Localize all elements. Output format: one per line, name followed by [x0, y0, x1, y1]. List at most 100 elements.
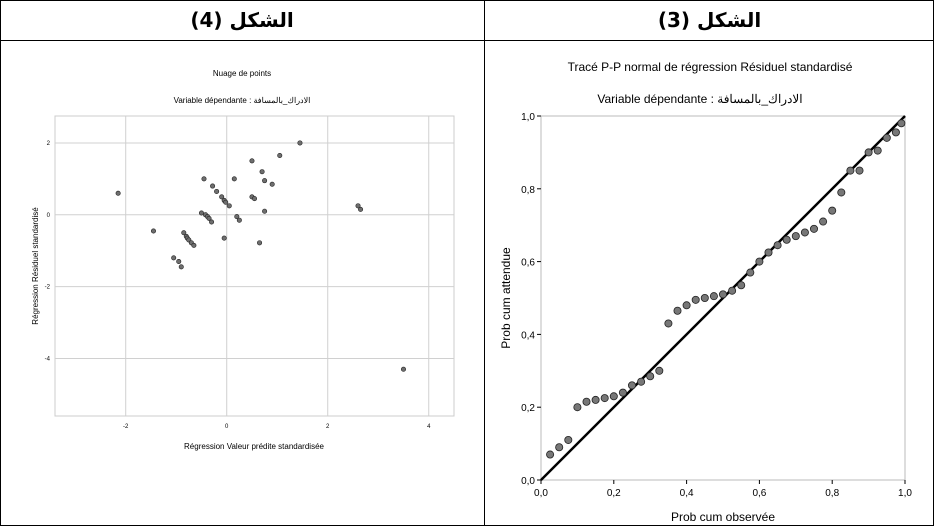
scatter-y-tick-label: 0 — [47, 213, 51, 219]
pp-point — [882, 133, 891, 142]
scatter-point — [214, 188, 220, 194]
scatter-point — [209, 219, 215, 225]
pp-y-tick-label: 0,4 — [521, 330, 535, 341]
scatter-point — [171, 255, 177, 261]
scatter-y-tick-label: -4 — [45, 357, 51, 363]
scatter-x-tick-label: 2 — [326, 424, 330, 430]
pp-plot-chart: Tracé P-P normal de régression Résiduel … — [499, 60, 912, 524]
pp-point — [564, 435, 573, 444]
scatter-point — [231, 176, 237, 182]
pp-point — [673, 306, 682, 315]
pp-y-tick-label: 1,0 — [521, 112, 535, 123]
pp-y-tick-label: 0,6 — [521, 258, 535, 269]
pp-point — [809, 224, 818, 233]
pp-point — [573, 403, 582, 412]
pp-point — [864, 148, 873, 157]
scatter-point — [178, 264, 184, 270]
pp-point — [828, 206, 837, 215]
pp-point — [664, 319, 673, 328]
scatter-point — [236, 217, 242, 223]
scatter-y-tick-label: 2 — [47, 141, 51, 147]
scatter-point — [269, 181, 275, 187]
pp-point — [637, 377, 646, 386]
scatter-x-tick-label: 4 — [427, 424, 431, 430]
scatter-point — [115, 190, 121, 196]
pp-subtitle: Variable dépendante : الادراك_بالمسافة — [597, 92, 802, 106]
scatter-point — [400, 366, 406, 372]
pp-point — [855, 166, 864, 175]
scatter-point — [358, 206, 364, 212]
scatter-point — [355, 203, 361, 209]
pp-x-tick-label: 0,8 — [825, 488, 839, 499]
right-figure-caption: الشكل (3) — [657, 8, 762, 32]
pp-y-axis-label: Prob cum attendue — [499, 247, 513, 349]
pp-point — [873, 146, 882, 155]
pp-point — [682, 301, 691, 310]
pp-x-tick-label: 0,0 — [534, 488, 548, 499]
pp-point — [646, 372, 655, 381]
pp-point — [718, 290, 727, 299]
scatter-chart: Nuage de points Variable dépendante : ال… — [31, 69, 455, 451]
pp-point — [582, 397, 591, 406]
scatter-point — [176, 259, 182, 265]
scatter-point — [252, 196, 258, 202]
scatter-point — [223, 199, 229, 205]
scatter-point — [234, 214, 240, 220]
scatter-point — [262, 178, 268, 184]
scatter-point — [210, 183, 216, 189]
pp-point — [764, 248, 773, 257]
scatter-point — [226, 203, 232, 209]
scatter-point — [191, 242, 197, 248]
scatter-plot-area — [54, 115, 455, 417]
scatter-point — [201, 176, 207, 182]
scatter-title: Nuage de points — [213, 69, 271, 78]
pp-y-tick-label: 0,2 — [521, 403, 535, 414]
scatter-point — [277, 153, 283, 159]
pp-point — [891, 128, 900, 137]
scatter-point — [181, 230, 187, 236]
pp-x-tick-label: 0,2 — [607, 488, 621, 499]
scatter-x-tick-label: 0 — [225, 424, 229, 430]
pp-point — [609, 392, 618, 401]
pp-y-tick-label: 0,0 — [521, 476, 535, 487]
scatter-point — [259, 169, 265, 175]
scatter-point — [219, 194, 225, 200]
scatter-y-tick-label: -2 — [45, 285, 51, 291]
pp-point — [691, 295, 700, 304]
scatter-point — [206, 215, 212, 221]
scatter-point — [198, 210, 204, 216]
pp-x-tick-label: 1,0 — [898, 488, 912, 499]
pp-y-tick-label: 0,8 — [521, 185, 535, 196]
scatter-point — [249, 158, 255, 164]
pp-point — [655, 366, 664, 375]
pp-point — [591, 395, 600, 404]
scatter-subtitle: Variable dépendante : الادراك_بالمسافة — [174, 96, 311, 105]
left-figure-caption: الشكل (4) — [190, 8, 294, 32]
pp-point — [755, 257, 764, 266]
scatter-point — [221, 235, 227, 241]
header-divider — [0, 40, 934, 41]
pp-point — [791, 232, 800, 241]
scatter-x-axis-label: Régression Valeur prédite standardisée — [184, 442, 324, 451]
pp-x-tick-label: 0,6 — [752, 488, 766, 499]
pp-point — [746, 268, 755, 277]
pp-point — [700, 293, 709, 302]
pp-point — [728, 286, 737, 295]
scatter-y-axis-label: Régression Résiduel standardisé — [31, 207, 40, 325]
pp-point — [600, 394, 609, 403]
pp-point — [819, 217, 828, 226]
pp-x-tick-label: 0,4 — [680, 488, 694, 499]
pp-point — [737, 281, 746, 290]
pp-x-axis-label: Prob cum observée — [671, 510, 775, 524]
column-divider — [484, 0, 485, 526]
pp-point — [555, 443, 564, 452]
pp-point — [618, 388, 627, 397]
scatter-point — [257, 240, 263, 246]
scatter-point — [262, 208, 268, 214]
pp-point — [837, 188, 846, 197]
pp-point — [782, 235, 791, 244]
pp-point — [897, 119, 906, 128]
pp-point — [627, 381, 636, 390]
pp-title: Tracé P-P normal de régression Résiduel … — [568, 60, 853, 74]
